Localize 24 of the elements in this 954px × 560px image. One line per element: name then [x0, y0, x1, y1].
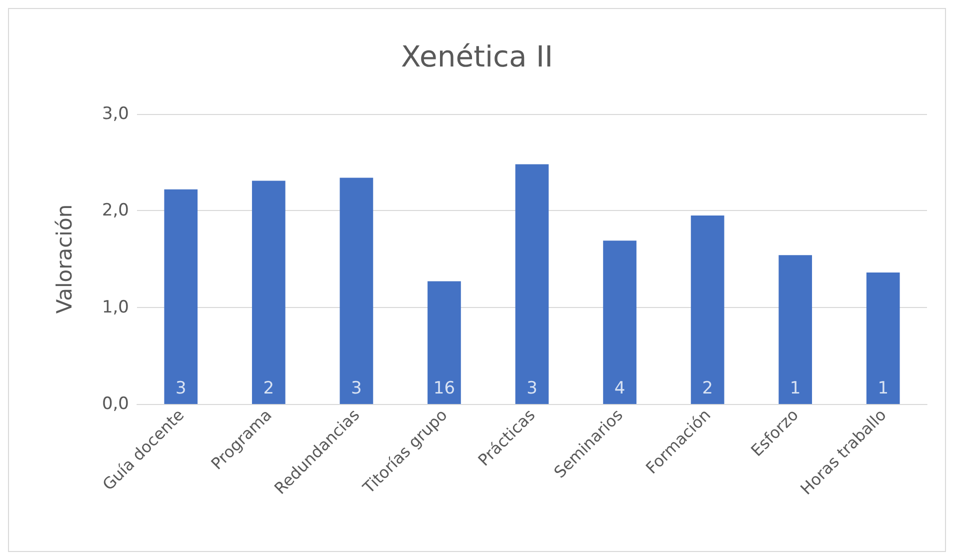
annotation: 2	[263, 378, 274, 398]
bar	[603, 240, 636, 404]
annotation: 1	[790, 378, 801, 398]
bar	[690, 216, 724, 404]
annotation: 1	[878, 378, 889, 398]
annotation: 3	[175, 378, 186, 398]
annotation: 3	[526, 378, 538, 398]
bar	[515, 164, 549, 404]
annotation: 2	[702, 378, 713, 398]
y-tick-label: 3,0	[102, 104, 129, 124]
chart-title: Xenética II	[400, 40, 554, 74]
bar	[778, 255, 812, 404]
y-tick-label: 0,0	[102, 394, 129, 414]
y-axis-title: Valoración	[52, 204, 76, 314]
bar	[340, 178, 374, 404]
bar	[252, 180, 286, 404]
bar	[866, 272, 900, 404]
y-tick-label: 1,0	[102, 297, 129, 318]
y-tick-label: 2,0	[102, 200, 129, 221]
bar	[164, 189, 198, 404]
annotation: 3	[351, 378, 362, 398]
annotation: 4	[614, 378, 626, 398]
annotation: 16	[433, 378, 456, 398]
bar	[428, 281, 461, 404]
